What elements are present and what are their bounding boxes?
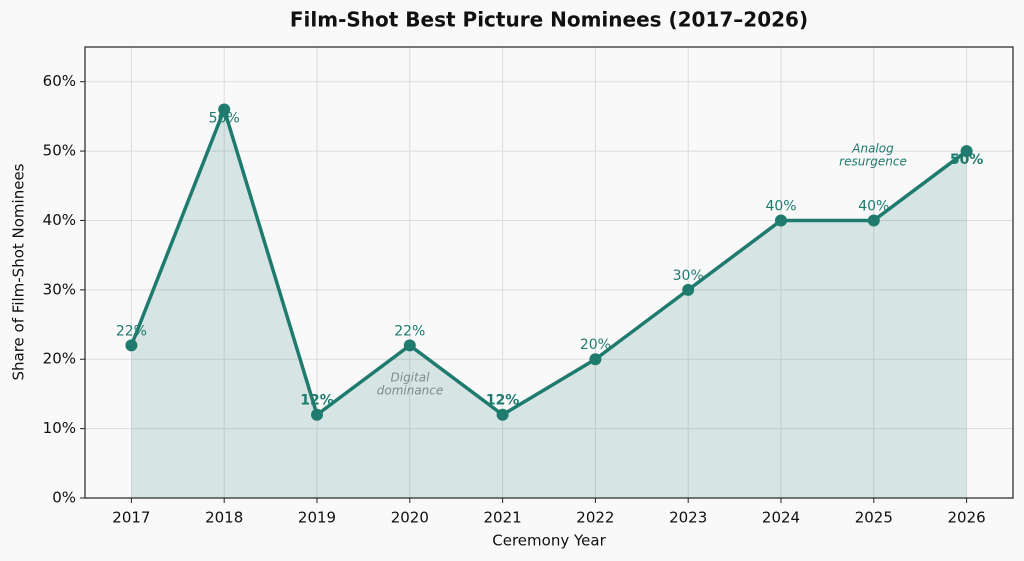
annotation: dominance — [377, 384, 444, 398]
x-tick-label: 2024 — [762, 509, 800, 527]
x-tick-label: 2022 — [576, 509, 614, 527]
x-tick-label: 2017 — [112, 509, 150, 527]
value-label: 22% — [116, 323, 147, 339]
value-label: 20% — [580, 337, 611, 353]
chart-title: Film-Shot Best Picture Nominees (2017–20… — [290, 8, 808, 32]
area — [131, 109, 967, 498]
x-axis-label: Ceremony Year — [492, 532, 606, 550]
y-tick-label: 0% — [52, 489, 76, 507]
y-tick-label: 20% — [43, 350, 76, 368]
point — [496, 408, 509, 421]
x-tick-label: 2026 — [948, 509, 986, 527]
point — [403, 339, 416, 352]
x-tick-label: 2019 — [298, 509, 336, 527]
y-tick-label: 50% — [43, 142, 76, 160]
value-label: 22% — [394, 323, 425, 339]
value-label: 40% — [858, 198, 889, 214]
value-label: 30% — [673, 268, 704, 284]
annotation: resurgence — [839, 155, 907, 169]
point — [125, 339, 138, 352]
value-label: 12% — [486, 393, 520, 409]
y-axis-label: Share of Film-Shot Nominees — [10, 163, 28, 380]
x-tick-label: 2020 — [391, 509, 429, 527]
x-tick-label: 2023 — [669, 509, 707, 527]
annotation: Digital — [391, 371, 431, 385]
annotation: Analog — [851, 142, 894, 156]
value-label: 40% — [765, 198, 796, 214]
x-tick-label: 2021 — [484, 509, 522, 527]
y-tick-label: 60% — [43, 72, 76, 90]
point — [682, 283, 695, 296]
point — [867, 214, 880, 227]
value-label: 56% — [209, 110, 240, 126]
value-label: 50% — [950, 152, 984, 168]
y-tick-label: 40% — [43, 211, 76, 229]
value-label: 12% — [300, 393, 334, 409]
y-tick-label: 30% — [43, 280, 76, 298]
x-tick-label: 2025 — [855, 509, 893, 527]
point — [311, 408, 323, 421]
y-tick-label: 10% — [43, 419, 76, 437]
point — [775, 214, 787, 227]
line — [129, 107, 968, 417]
plot-frame — [84, 46, 1014, 499]
point — [218, 103, 231, 116]
x-tick-label: 2018 — [205, 509, 243, 527]
point — [960, 145, 973, 158]
point — [589, 353, 602, 366]
